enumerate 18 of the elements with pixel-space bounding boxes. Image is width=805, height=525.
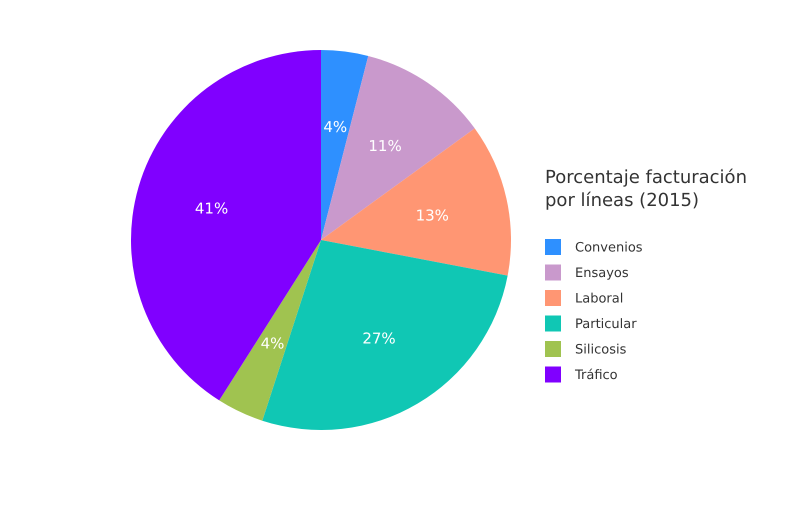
data-label: 41% <box>194 199 228 218</box>
pie-slice <box>321 50 368 240</box>
data-label: 4% <box>323 118 348 136</box>
legend-label: Tráfico <box>574 368 618 384</box>
data-label: 27% <box>362 329 396 348</box>
legend-label: Particular <box>575 317 638 332</box>
legend-label: Ensayos <box>575 266 629 282</box>
data-label: 11% <box>368 136 402 155</box>
legend-label: Silicosis <box>575 342 627 358</box>
pie-slice <box>321 56 475 240</box>
data-label: 4% <box>260 334 284 352</box>
legend-title: Porcentaje facturación por líneas (2015) <box>545 167 747 211</box>
data-label: 13% <box>416 206 449 224</box>
legend-label: Convenios <box>575 240 643 256</box>
legend-label: Laboral <box>575 292 624 307</box>
pie-slice <box>219 240 321 421</box>
pie-slice <box>262 240 508 430</box>
pie-slice <box>131 50 321 400</box>
